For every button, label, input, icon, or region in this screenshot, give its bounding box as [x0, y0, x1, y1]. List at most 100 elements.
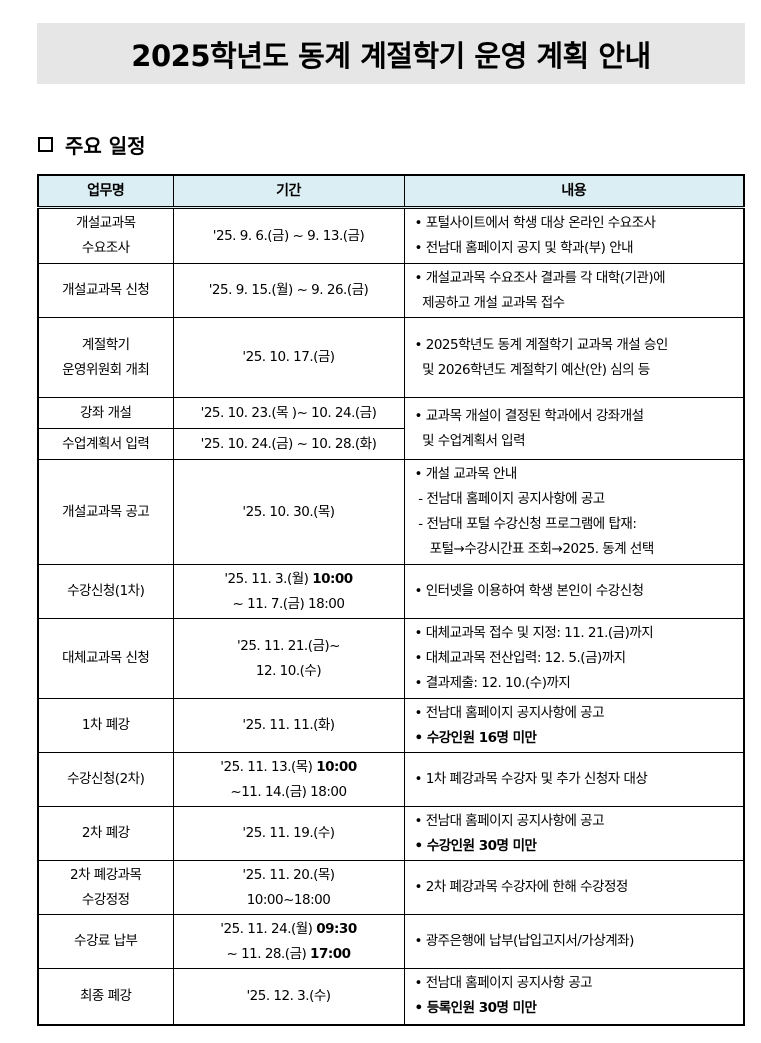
line-text: '25. 11. 3.(월)	[224, 570, 313, 587]
period-cell: '25. 11. 24.(월) 09:30 ~ 11. 28.(금) 17:00	[172, 914, 405, 969]
cell-line: ~ 11. 7.(금) 18:00	[180, 592, 398, 617]
task-cell: 개설교과목 공고	[37, 459, 174, 565]
content-cell: • 개설 교과목 안내 - 전남대 홈페이지 공지사항에 공고 - 전남대 포털…	[403, 459, 745, 565]
line-bold-text: • 수강인원 16명 미만	[414, 729, 537, 746]
task-cell: 2차 폐강	[37, 806, 174, 861]
task-cell: 개설교과목 신청	[37, 263, 174, 318]
cell-line: • 전남대 홈페이지 공지사항 공고	[415, 971, 738, 996]
cell-line: 최종 폐강	[45, 984, 167, 1009]
cell-line: 개설교과목 공고	[45, 500, 167, 525]
line-text: 수요조사	[81, 240, 130, 256]
period-cell: '25. 9. 15.(월) ~ 9. 26.(금)	[172, 263, 405, 318]
cell-line: '25. 10. 24.(금) ~ 10. 28.(화)	[180, 432, 398, 457]
cell-line: • 수강인원 16명 미만	[415, 726, 738, 751]
line-text: '25. 12. 3.(수)	[246, 987, 331, 1004]
table-row: 2차 폐강 '25. 11. 19.(수) • 전남대 홈페이지 공지사항에 공고 •…	[37, 806, 745, 861]
cell-line: 계절학기	[45, 333, 167, 358]
table-row: 수강신청(2차) '25. 11. 13.(목) 10:00 ~11. 14.(금)…	[37, 752, 745, 807]
cell-line: 2차 폐강	[45, 821, 167, 846]
line-text: 수강신청(2차)	[67, 771, 145, 787]
line-text: • 대체교과목 전산입력: 12. 5.(금)까지	[414, 650, 627, 666]
cell-line: - 전남대 홈페이지 공지사항에 공고	[415, 487, 738, 512]
line-bold-text: 09:30	[316, 920, 357, 937]
line-text: '25. 11. 13.(목)	[220, 758, 317, 775]
cell-line: '25. 11. 24.(월) 09:30	[180, 917, 398, 942]
cell-line: • 대체교과목 전산입력: 12. 5.(금)까지	[415, 646, 738, 671]
line-text: 운영위원회 개최	[62, 361, 150, 378]
line-text: • 전남대 홈페이지 공지 및 학과(부) 안내	[414, 240, 634, 256]
cell-line: '25. 11. 11.(화)	[180, 713, 398, 738]
cell-line: 제공하고 개설 교과목 접수	[415, 291, 738, 316]
line-text: 및 2026학년도 계절학기 예산(안) 심의 등	[414, 361, 650, 378]
task-cell: 수강료 납부	[37, 914, 174, 969]
task-cell: 수강신청(2차)	[37, 752, 174, 807]
cell-line: 강좌 개설	[45, 401, 167, 426]
line-text: 수강신청(1차)	[67, 583, 145, 599]
line-text: ~11. 14.(금) 18:00	[230, 783, 347, 800]
line-text: '25. 11. 20.(목)	[242, 866, 335, 883]
table-row: 계절학기 운영위원회 개최 '25. 10. 17.(금) • 2025학년도 동계 …	[37, 317, 745, 398]
line-text: • 전남대 홈페이지 공지사항에 공고	[414, 812, 605, 829]
cell-line: 및 2026학년도 계절학기 예산(안) 심의 등	[415, 358, 738, 383]
cell-line: ~11. 14.(금) 18:00	[180, 780, 398, 805]
content-cell: • 대체교과목 접수 및 지정: 11. 21.(금)까지 • 대체교과목 전산입…	[403, 618, 745, 699]
cell-line: 및 수업계획서 입력	[415, 429, 738, 454]
cell-line: '25. 9. 15.(월) ~ 9. 26.(금)	[180, 278, 398, 303]
cell-line: '25. 9. 6.(금) ~ 9. 13.(금)	[180, 224, 398, 249]
cell-line: 대체교과목 신청	[45, 646, 167, 671]
line-text: • 대체교과목 접수 및 지정: 11. 21.(금)까지	[414, 625, 654, 641]
line-text: • 포털사이트에서 학생 대상 온라인 수요조사	[414, 215, 656, 231]
line-text: • 2차 폐강과목 수강자에 한해 수강정정	[414, 879, 629, 895]
period-cell: '25. 10. 24.(금) ~ 10. 28.(화)	[172, 428, 405, 460]
cell-line: 1차 폐강	[45, 713, 167, 738]
cell-line: 운영위원회 개최	[45, 358, 167, 383]
table-row: 수강신청(1차) '25. 11. 3.(월) 10:00 ~ 11. 7.(금) …	[37, 564, 745, 619]
line-bold-text: 10:00	[312, 570, 353, 587]
period-cell: '25. 10. 23.(목 )~ 10. 24.(금)	[172, 397, 405, 429]
content-cell: • 전남대 홈페이지 공지사항 공고 • 등록인원 30명 미만	[403, 968, 745, 1025]
table-row: 개설교과목 수요조사 '25. 9. 6.(금) ~ 9. 13.(금) • 포털사이…	[37, 207, 745, 264]
cell-line: 수강신청(2차)	[45, 767, 167, 792]
cell-line: • 결과제출: 12. 10.(수)까지	[415, 671, 738, 696]
period-cell: '25. 12. 3.(수)	[172, 968, 405, 1025]
cell-line: • 광주은행에 납부(납입고지서/가상계좌)	[415, 929, 738, 954]
period-cell: '25. 11. 21.(금)~ 12. 10.(수)	[172, 618, 405, 699]
line-text: 1차 폐강	[81, 717, 130, 733]
line-text: • 인터넷을 이용하여 학생 본인이 수강신청	[414, 583, 645, 599]
cell-line: ~ 11. 28.(금) 17:00	[180, 942, 398, 967]
schedule-table: 업무명 기간 내용 개설교과목 수요조사 '25. 9. 6.(금) ~ 9. 13…	[37, 174, 745, 1026]
period-cell: '25. 11. 11.(화)	[172, 698, 405, 753]
task-cell: 2차 폐강과목 수강정정	[37, 860, 174, 915]
line-text: - 전남대 홈페이지 공지사항에 공고	[414, 491, 605, 507]
cell-line: '25. 10. 30.(목)	[180, 500, 398, 525]
line-text: 강좌 개설	[80, 404, 132, 421]
period-cell: '25. 10. 17.(금)	[172, 317, 405, 398]
line-text: 계절학기	[81, 336, 130, 353]
period-cell: '25. 11. 3.(월) 10:00 ~ 11. 7.(금) 18:00	[172, 564, 405, 619]
period-cell: '25. 11. 20.(목) 10:00~18:00	[172, 860, 405, 915]
cell-line: 수강신청(1차)	[45, 579, 167, 604]
line-text: • 1차 폐강과목 수강자 및 추가 신청자 대상	[414, 771, 648, 787]
line-text: • 전남대 홈페이지 공지사항에 공고	[414, 704, 605, 721]
cell-line: • 대체교과목 접수 및 지정: 11. 21.(금)까지	[415, 621, 738, 646]
task-cell: 1차 폐강	[37, 698, 174, 753]
line-text: 대체교과목 신청	[62, 650, 150, 666]
line-text: '25. 9. 6.(금) ~ 9. 13.(금)	[212, 227, 365, 244]
cell-line: '25. 12. 3.(수)	[180, 984, 398, 1009]
cell-line: • 등록인원 30명 미만	[415, 996, 738, 1021]
line-text: 2차 폐강과목	[70, 866, 142, 883]
cell-line: '25. 11. 3.(월) 10:00	[180, 567, 398, 592]
line-bold-text: • 수강인원 30명 미만	[414, 837, 537, 854]
cell-line: • 교과목 개설이 결정된 학과에서 강좌개설	[415, 404, 738, 429]
cell-line: • 2025학년도 동계 계절학기 교과목 개설 승인	[415, 333, 738, 358]
line-text: • 개설 교과목 안내	[414, 466, 518, 482]
task-cell: 강좌 개설	[37, 397, 174, 429]
content-cell: • 2025학년도 동계 계절학기 교과목 개설 승인 및 2026학년도 계절…	[403, 317, 745, 398]
cell-line: 12. 10.(수)	[180, 659, 398, 684]
line-text: 수업계획서 입력	[62, 435, 150, 452]
header-period: 기간	[172, 174, 405, 209]
line-text: 12. 10.(수)	[255, 662, 322, 679]
line-text: 최종 폐강	[80, 987, 132, 1004]
cell-line: 수업계획서 입력	[45, 432, 167, 457]
